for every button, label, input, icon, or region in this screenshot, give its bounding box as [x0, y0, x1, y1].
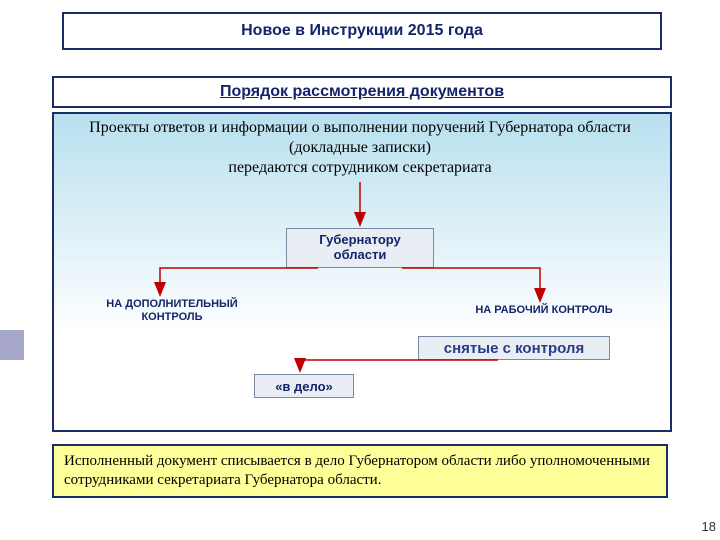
- slide: Новое в Инструкции 2015 года Порядок рас…: [0, 0, 720, 540]
- node-removed-from-control: снятые с контроля: [418, 336, 610, 360]
- node-to-file: «в дело»: [254, 374, 354, 398]
- label-working-control: НА РАБОЧИЙ КОНТРОЛЬ: [454, 304, 634, 317]
- title-box: Новое в Инструкции 2015 года: [62, 12, 662, 50]
- title-text: Новое в Инструкции 2015 года: [241, 22, 483, 40]
- page-number: 18: [702, 519, 716, 534]
- bottom-note: Исполненный документ списывается в дело …: [52, 444, 668, 498]
- subtitle-box: Порядок рассмотрения документов: [52, 76, 672, 108]
- side-tab: [0, 330, 24, 360]
- node-to-file-label: «в дело»: [275, 379, 333, 394]
- node-removed-label: снятые с контроля: [444, 340, 584, 357]
- label-additional-control: НА ДОПОЛНИТЕЛЬНЫЙ КОНТРОЛЬ: [92, 298, 252, 323]
- node-governor: Губернатору области: [286, 228, 434, 268]
- node-governor-label: Губернатору области: [295, 233, 425, 263]
- subtitle-text: Порядок рассмотрения документов: [220, 83, 504, 101]
- intro-text: Проекты ответов и информации о выполнени…: [70, 118, 650, 178]
